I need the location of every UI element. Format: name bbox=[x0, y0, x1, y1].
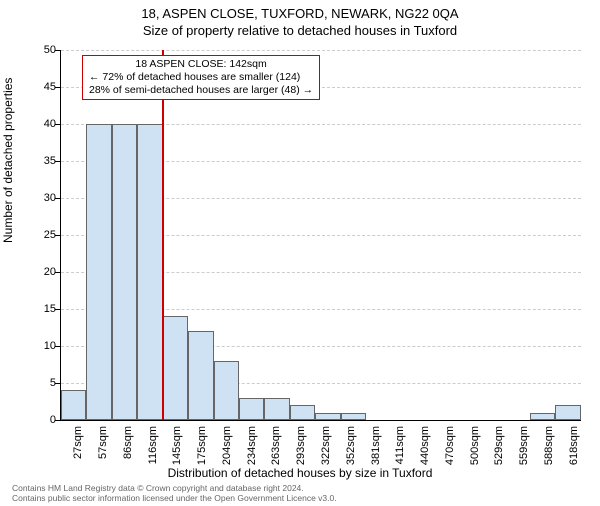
y-tick-mark bbox=[55, 420, 60, 421]
y-tick-mark bbox=[55, 235, 60, 236]
x-tick-label: 322sqm bbox=[320, 426, 332, 471]
x-tick-label: 588sqm bbox=[543, 426, 555, 471]
y-tick-mark bbox=[55, 50, 60, 51]
y-tick-mark bbox=[55, 161, 60, 162]
bar-series bbox=[61, 50, 581, 420]
y-tick-label: 20 bbox=[26, 266, 56, 278]
bar bbox=[86, 124, 111, 420]
y-tick-mark bbox=[55, 272, 60, 273]
y-tick-label: 5 bbox=[26, 377, 56, 389]
x-tick-label: 470sqm bbox=[444, 426, 456, 471]
credits-line2: Contains public sector information licen… bbox=[12, 494, 337, 504]
page-title-address: 18, ASPEN CLOSE, TUXFORD, NEWARK, NG22 0… bbox=[0, 6, 600, 21]
y-tick-label: 10 bbox=[26, 340, 56, 352]
x-tick-label: 57sqm bbox=[97, 426, 109, 471]
y-tick-mark bbox=[55, 309, 60, 310]
x-tick-label: 381sqm bbox=[370, 426, 382, 471]
bar bbox=[290, 405, 315, 420]
y-tick-mark bbox=[55, 124, 60, 125]
x-tick-label: 175sqm bbox=[196, 426, 208, 471]
x-tick-label: 529sqm bbox=[493, 426, 505, 471]
bar bbox=[530, 413, 555, 420]
y-axis-label: Number of detached properties bbox=[1, 78, 15, 243]
page-title-subtitle: Size of property relative to detached ho… bbox=[0, 23, 600, 38]
y-tick-mark bbox=[55, 87, 60, 88]
y-tick-label: 0 bbox=[26, 414, 56, 426]
bar bbox=[61, 390, 86, 420]
y-tick-mark bbox=[55, 346, 60, 347]
y-tick-label: 50 bbox=[26, 44, 56, 56]
property-marker-line bbox=[162, 50, 164, 420]
bar bbox=[112, 124, 137, 420]
bar bbox=[239, 398, 264, 420]
x-tick-label: 234sqm bbox=[246, 426, 258, 471]
y-tick-mark bbox=[55, 198, 60, 199]
x-tick-label: 293sqm bbox=[295, 426, 307, 471]
bar bbox=[214, 361, 239, 420]
x-tick-label: 145sqm bbox=[171, 426, 183, 471]
x-axis-label: Distribution of detached houses by size … bbox=[0, 466, 600, 480]
y-tick-label: 15 bbox=[26, 303, 56, 315]
chart-plot-area bbox=[60, 50, 581, 421]
x-tick-label: 204sqm bbox=[221, 426, 233, 471]
x-tick-label: 559sqm bbox=[518, 426, 530, 471]
y-tick-label: 35 bbox=[26, 155, 56, 167]
y-tick-mark bbox=[55, 383, 60, 384]
x-tick-label: 440sqm bbox=[419, 426, 431, 471]
x-tick-label: 618sqm bbox=[568, 426, 580, 471]
bar bbox=[137, 124, 162, 420]
bar bbox=[315, 413, 340, 420]
bar bbox=[163, 316, 188, 420]
bar bbox=[341, 413, 366, 420]
x-tick-label: 27sqm bbox=[72, 426, 84, 471]
bar bbox=[264, 398, 289, 420]
x-tick-label: 263sqm bbox=[270, 426, 282, 471]
annotation-line2: ← 72% of detached houses are smaller (12… bbox=[89, 71, 313, 84]
x-tick-label: 116sqm bbox=[147, 426, 159, 471]
x-tick-label: 500sqm bbox=[469, 426, 481, 471]
y-tick-label: 45 bbox=[26, 81, 56, 93]
y-tick-label: 40 bbox=[26, 118, 56, 130]
annotation-line1: 18 ASPEN CLOSE: 142sqm bbox=[89, 58, 313, 71]
x-tick-label: 411sqm bbox=[394, 426, 406, 471]
annotation-box: 18 ASPEN CLOSE: 142sqm ← 72% of detached… bbox=[82, 55, 320, 100]
y-tick-label: 30 bbox=[26, 192, 56, 204]
y-tick-label: 25 bbox=[26, 229, 56, 241]
bar bbox=[555, 405, 580, 420]
bar bbox=[188, 331, 213, 420]
credits: Contains HM Land Registry data © Crown c… bbox=[12, 484, 337, 504]
annotation-line3: 28% of semi-detached houses are larger (… bbox=[89, 84, 313, 97]
x-tick-label: 352sqm bbox=[345, 426, 357, 471]
x-tick-label: 86sqm bbox=[122, 426, 134, 471]
